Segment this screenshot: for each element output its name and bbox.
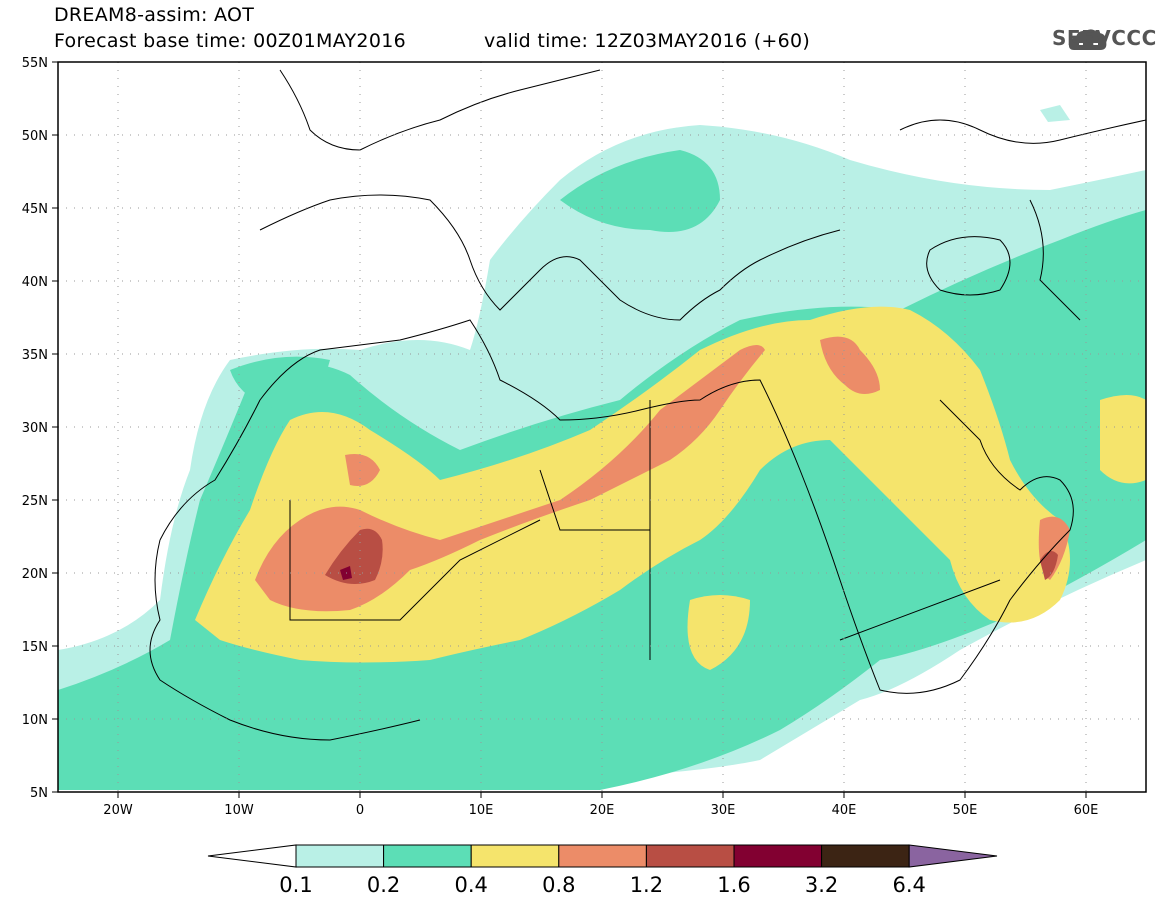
aot-band-0-8 [345, 454, 380, 486]
lat-label: 40N [22, 275, 48, 290]
colorbar-label: 0.1 [279, 873, 312, 897]
colorbar-label: 6.4 [892, 873, 925, 897]
colorbar-segment [295, 844, 385, 868]
lat-label: 55N [22, 56, 48, 71]
aot-band-0-4 [195, 306, 1070, 663]
colorbar-segment [733, 844, 823, 868]
colorbar-label: 3.2 [805, 873, 838, 897]
lat-label: 25N [22, 494, 48, 509]
lat-label: 50N [22, 129, 48, 144]
lat-label: 45N [22, 202, 48, 217]
lat-label: 20N [22, 567, 48, 582]
cloud-logo-icon [1068, 29, 1107, 50]
aot-band-0-4 [1100, 395, 1146, 484]
colorbar-label: 1.6 [717, 873, 750, 897]
tick-marks [52, 61, 1087, 798]
colorbar-segment-over [908, 844, 998, 868]
aot-band-0-4 [687, 595, 750, 670]
aot-band-0-2 [230, 356, 330, 410]
lon-label: 60E [1074, 803, 1099, 818]
lon-label: 10W [224, 803, 254, 818]
forecast-base-time: Forecast base time: 00Z01MAY2016 [54, 30, 406, 52]
aot-field [58, 62, 1146, 792]
aot-band-1-2 [1040, 551, 1058, 580]
colorbar-label: 1.2 [630, 873, 663, 897]
colorbar-label: 0.2 [367, 873, 400, 897]
colorbar-label: 0.8 [542, 873, 575, 897]
colorbar-label: 0.4 [454, 873, 487, 897]
aot-band-0-8 [820, 336, 880, 394]
colorbar-segment [821, 844, 910, 868]
lon-label: 30E [711, 803, 736, 818]
map-title: DREAM8-assim: AOT [54, 4, 255, 26]
logo-text: SEEVCCC [1052, 26, 1157, 50]
lon-label: 10E [469, 803, 494, 818]
gridlines [58, 62, 1146, 792]
lat-label: 35N [22, 348, 48, 363]
colorbar-segment [645, 844, 735, 868]
lon-label: 50E [953, 803, 978, 818]
aot-band-1-2 [325, 528, 383, 584]
lon-label: 0 [356, 803, 364, 818]
aot-band-0-1 [1040, 105, 1070, 122]
colorbar-segment-under [207, 844, 297, 868]
lon-label: 20E [590, 803, 615, 818]
colorbar-segment [470, 844, 560, 868]
colorbar [207, 844, 998, 868]
lat-label: 30N [22, 421, 48, 436]
lon-label: 20W [103, 803, 133, 818]
colorbar-segment [558, 844, 647, 868]
valid-time: valid time: 12Z03MAY2016 (+60) [484, 30, 811, 52]
lat-label: 10N [22, 713, 48, 728]
colorbar-segment [383, 844, 472, 868]
coastlines [149, 69, 1146, 741]
lat-label: 5N [30, 786, 48, 801]
lon-label: 40E [832, 803, 857, 818]
lat-label: 15N [22, 640, 48, 655]
aot-band-0-2 [560, 150, 720, 232]
